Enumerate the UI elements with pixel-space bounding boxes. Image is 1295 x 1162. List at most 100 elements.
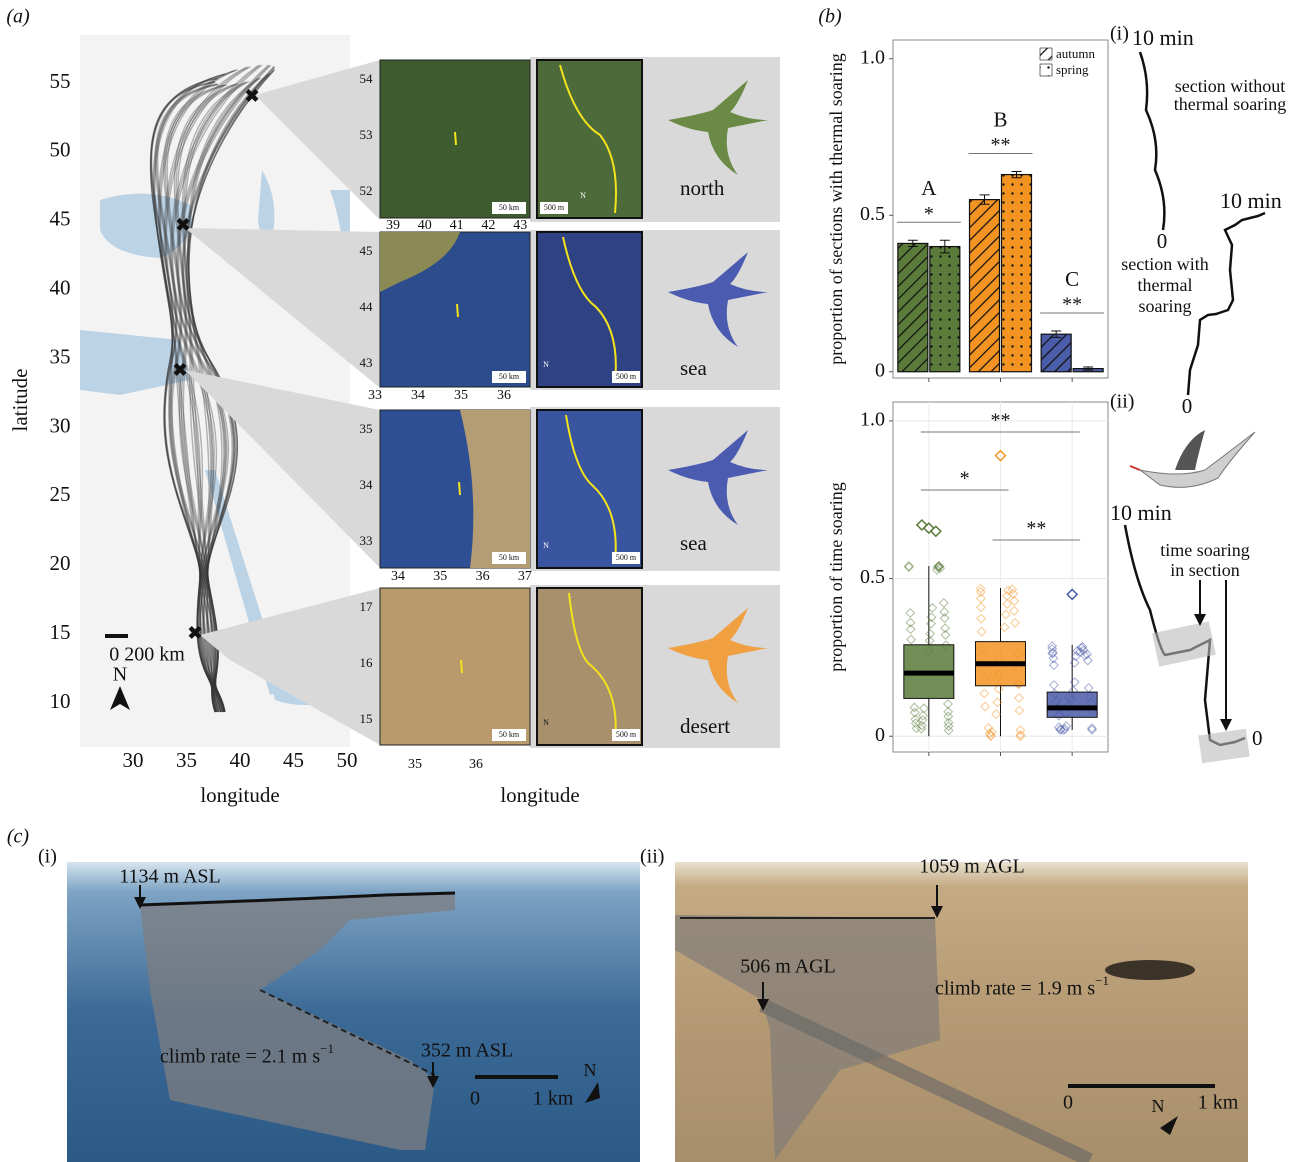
label: 0 [1063, 1092, 1073, 1114]
gps-track [457, 304, 458, 317]
y-axis-label: proportion of sections with thermal soar… [826, 53, 846, 364]
scale-label: 500 m [616, 553, 637, 562]
y-tick-label: 25 [50, 482, 71, 506]
label: thermal soaring [1174, 94, 1286, 114]
legend-swatch [1040, 48, 1052, 60]
y-tick-label: 15 [50, 620, 71, 644]
x-tick-label: 41 [450, 218, 464, 233]
north-label: N [543, 541, 549, 550]
y-tick-label: 0.5 [860, 566, 885, 588]
x-tick-label: 37 [518, 569, 532, 584]
label: 1059 m AGL [919, 856, 1025, 878]
gps-track [455, 132, 456, 145]
habitat-label: sea [680, 356, 707, 380]
track-without-soaring [1140, 52, 1164, 230]
significance-label: ** [991, 134, 1011, 156]
label: 352 m ASL [421, 1040, 513, 1062]
zoom-image [537, 410, 642, 568]
y-tick-label: 52 [360, 183, 373, 198]
scale-label: 50 km [499, 203, 520, 212]
y-tick-label: 55 [50, 69, 71, 93]
north-label: N [580, 191, 586, 200]
exponent: −1 [1095, 973, 1109, 988]
track-with-soaring [1188, 213, 1265, 395]
gps-track [459, 482, 460, 495]
label: section without [1175, 76, 1286, 96]
label: 1 km [1198, 1092, 1239, 1114]
y-tick-label: 54 [360, 71, 374, 86]
label: in section [1170, 560, 1240, 580]
label: longitude [500, 783, 579, 807]
x-tick-label: 35 [433, 569, 447, 584]
marker: ✖ [187, 623, 202, 643]
label: 0 [1252, 726, 1263, 750]
x-tick-label: 45 [283, 748, 304, 772]
bar [1041, 334, 1071, 372]
habitat-label: sea [680, 531, 707, 555]
scale-label: 50 km [499, 553, 520, 562]
soaring-box [1152, 621, 1216, 666]
x-tick-label: 40 [230, 748, 251, 772]
crane [1130, 430, 1255, 487]
y-tick-label: 45 [360, 243, 373, 258]
label: 0 200 km [109, 644, 185, 666]
label: section with [1121, 254, 1209, 274]
label: time soaring [1160, 540, 1249, 560]
bar [970, 200, 1000, 372]
x-tick-label: 36 [476, 569, 490, 584]
y-tick-label: 1.0 [860, 409, 885, 431]
scale-label: 50 km [499, 372, 520, 381]
bar [898, 243, 928, 371]
label: soaring [1139, 296, 1192, 316]
scale-label: 500 m [616, 730, 637, 739]
label: (a) [6, 6, 30, 28]
significance-label: ** [1062, 294, 1082, 316]
satellite-image [380, 588, 530, 745]
north-label: N [543, 360, 549, 369]
label: thermal [1138, 275, 1193, 295]
label: 1 km [533, 1088, 574, 1110]
label: (i) [1110, 23, 1129, 45]
y-axis-label: proportion of time soaring [826, 482, 846, 671]
zoom-image [537, 232, 642, 387]
label: 10 min [1132, 25, 1194, 50]
x-tick-label: 33 [368, 388, 382, 403]
bar [930, 247, 960, 372]
y-tick-label: 35 [360, 421, 373, 436]
x-tick-label: 36 [469, 757, 483, 772]
y-tick-label: 0 [875, 359, 885, 381]
legend-label: autumn [1056, 46, 1095, 61]
y-tick-label: 40 [50, 276, 71, 300]
y-tick-label: 1.0 [860, 46, 885, 68]
x-tick-label: 30 [123, 748, 144, 772]
marker: ✖ [244, 86, 259, 106]
y-tick-label: 43 [360, 355, 373, 370]
y-tick-label: 0 [875, 724, 885, 746]
zoom-image [537, 588, 642, 745]
x-tick-label: 40 [418, 218, 432, 233]
x-tick-label: 35 [408, 757, 422, 772]
label: 0 [470, 1088, 480, 1110]
y-tick-label: 10 [50, 689, 71, 713]
y-tick-label: 50 [50, 138, 71, 162]
y-tick-label: 17 [360, 599, 374, 614]
y-tick-label: 30 [50, 413, 71, 437]
legend-swatch [1040, 64, 1052, 76]
label: (ii) [640, 846, 664, 868]
y-tick-label: 45 [50, 207, 71, 231]
x-tick-label: 42 [481, 218, 495, 233]
north-label: N [543, 718, 549, 727]
label: 506 m AGL [740, 956, 836, 978]
gps-track [461, 660, 462, 673]
label: (ii) [1110, 391, 1134, 413]
significance-label: * [924, 203, 934, 225]
group-label: B [993, 107, 1007, 131]
marker: ✖ [172, 360, 187, 380]
significance-label: ** [1026, 518, 1046, 540]
x-tick-label: 39 [386, 218, 400, 233]
x-tick-label: 35 [454, 388, 468, 403]
habitat-label: north [680, 176, 725, 200]
label: N [584, 1060, 597, 1080]
significance-label: ** [991, 410, 1011, 432]
y-tick-label: 34 [360, 477, 374, 492]
